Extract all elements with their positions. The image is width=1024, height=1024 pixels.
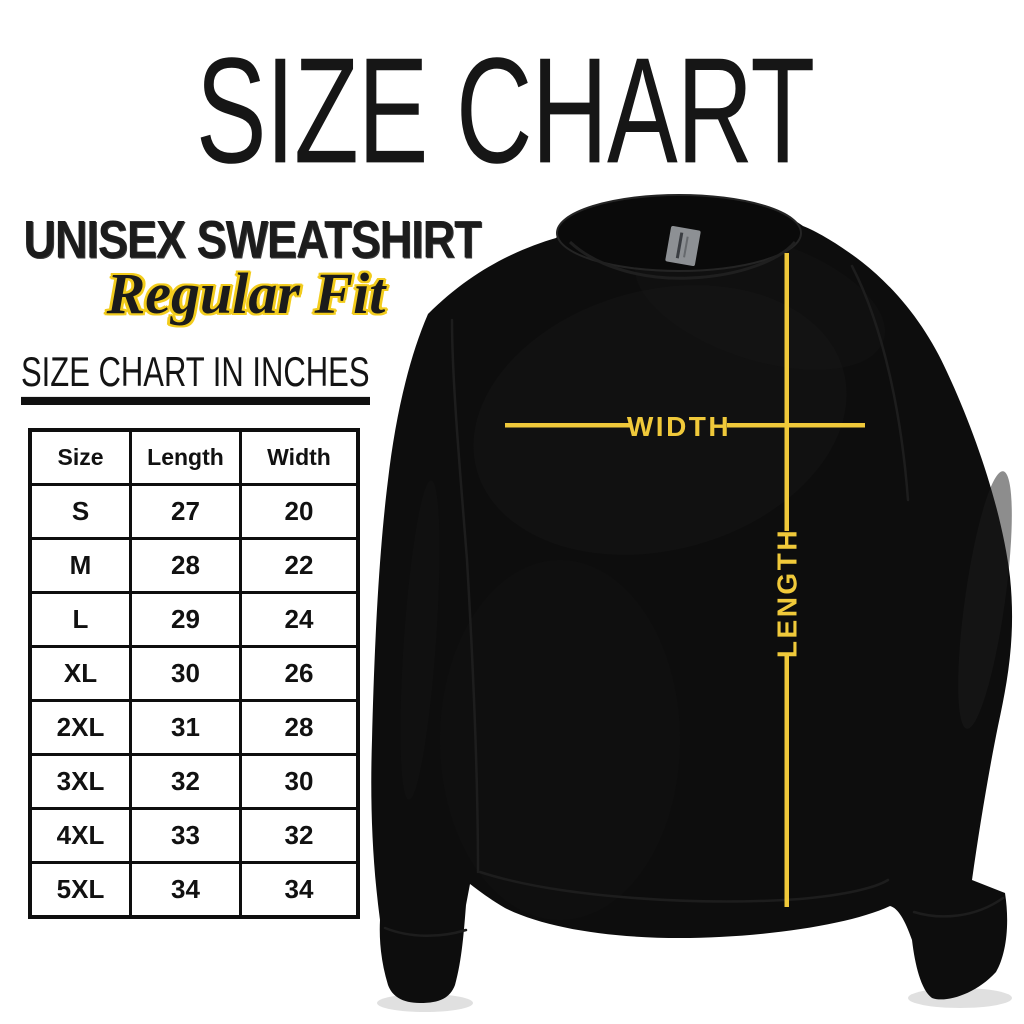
size-table: Size Length Width S 27 20 M 28 22 L 29 2… [28, 428, 360, 919]
sweatshirt-body [371, 196, 1013, 1003]
table-row: 4XL 33 32 [28, 807, 360, 864]
width-line-left-segment [505, 423, 631, 428]
length-cell: 33 [129, 807, 242, 864]
table-header-row: Size Length Width [28, 428, 360, 486]
length-cell: 30 [129, 645, 242, 702]
table-row: 2XL 31 28 [28, 699, 360, 756]
width-cell: 24 [239, 591, 360, 648]
length-label: LENGTH [772, 528, 803, 658]
length-line-top-segment [784, 253, 789, 531]
size-cell: M [28, 537, 132, 594]
width-cell: 22 [239, 537, 360, 594]
length-cell: 34 [129, 861, 242, 919]
table-row: M 28 22 [28, 537, 360, 594]
size-cell: L [28, 591, 132, 648]
column-header-size: Size [28, 428, 132, 486]
table-heading: SIZE CHART IN INCHES [21, 351, 370, 405]
length-line-bottom-segment [784, 655, 789, 907]
width-cell: 34 [239, 861, 360, 919]
width-cell: 30 [239, 753, 360, 810]
size-cell: 3XL [28, 753, 132, 810]
product-name: UNISEX SWEATSHIRT [23, 209, 481, 270]
table-row: L 29 24 [28, 591, 360, 648]
width-cell: 26 [239, 645, 360, 702]
table-row: 3XL 32 30 [28, 753, 360, 810]
size-cell: XL [28, 645, 132, 702]
length-cell: 31 [129, 699, 242, 756]
length-cell: 28 [129, 537, 242, 594]
length-cell: 29 [129, 591, 242, 648]
width-cell: 28 [239, 699, 360, 756]
size-cell: S [28, 483, 132, 540]
width-cell: 20 [239, 483, 360, 540]
seam-lines [383, 264, 1005, 937]
length-cell: 27 [129, 483, 242, 540]
size-cell: 4XL [28, 807, 132, 864]
fit-label: Regular Fit [106, 261, 386, 326]
length-cell: 32 [129, 753, 242, 810]
width-line-right-segment [727, 423, 865, 428]
page-title: SIZE CHART [195, 27, 815, 195]
width-cell: 32 [239, 807, 360, 864]
table-row: XL 30 26 [28, 645, 360, 702]
column-header-length: Length [129, 428, 242, 486]
size-cell: 5XL [28, 861, 132, 919]
neck-label [665, 225, 701, 267]
table-row: S 27 20 [28, 483, 360, 540]
fabric-sheen [400, 230, 1012, 920]
table-row: 5XL 34 34 [28, 861, 360, 919]
column-header-width: Width [239, 428, 360, 486]
measurement-overlay: WIDTH LENGTH [505, 253, 865, 907]
size-cell: 2XL [28, 699, 132, 756]
width-label: WIDTH [627, 411, 731, 442]
